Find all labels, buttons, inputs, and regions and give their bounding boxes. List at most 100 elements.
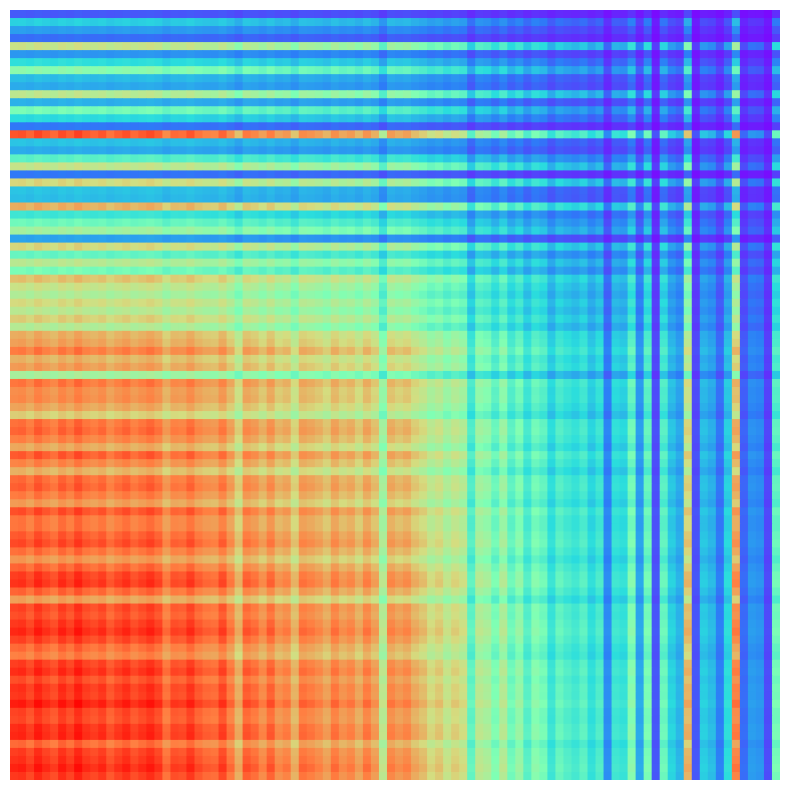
heatmap-cell [699, 186, 709, 196]
heatmap-cell [258, 362, 268, 372]
heatmap-cell [523, 338, 532, 348]
heatmap-cell [395, 154, 404, 163]
heatmap-cell [763, 218, 773, 228]
heatmap-cell [515, 18, 524, 27]
heatmap-cell [130, 266, 139, 276]
heatmap-cell [419, 50, 428, 59]
heatmap-cell [699, 106, 709, 115]
heatmap-cell [98, 354, 107, 364]
heatmap-cell [210, 26, 220, 35]
heatmap-cell [338, 250, 348, 260]
heatmap-cell [467, 218, 476, 228]
heatmap-cell [122, 138, 131, 147]
heatmap-cell [691, 226, 701, 236]
heatmap-cell [90, 258, 99, 268]
heatmap-cell [435, 98, 444, 107]
heatmap-cell [691, 346, 701, 356]
heatmap-cell [395, 242, 404, 252]
heatmap-cell [627, 74, 637, 83]
heatmap-cell [715, 411, 725, 420]
heatmap-cell [34, 403, 43, 412]
heatmap-cell [298, 58, 308, 67]
heatmap-cell [362, 378, 372, 388]
heatmap-cell [234, 218, 244, 228]
heatmap-cell [154, 306, 163, 316]
heatmap-cell [138, 194, 147, 204]
heatmap-cell [739, 82, 749, 91]
heatmap-cell [346, 162, 356, 172]
heatmap-cell [314, 290, 324, 300]
heatmap-cell [683, 354, 693, 364]
heatmap-cell [58, 210, 67, 220]
heatmap-cell [563, 170, 573, 180]
heatmap-cell [427, 322, 436, 332]
heatmap-cell [194, 370, 204, 380]
heatmap-cell [403, 403, 412, 412]
heatmap-cell [330, 346, 340, 356]
heatmap-cell [491, 330, 500, 340]
heatmap-cell [210, 258, 220, 268]
heatmap-cell [747, 330, 757, 340]
heatmap-cell [218, 274, 228, 284]
heatmap-cell [282, 122, 292, 131]
heatmap-cell [411, 378, 420, 388]
heatmap-cell [234, 386, 244, 396]
heatmap-cell [42, 362, 51, 372]
heatmap-cell [114, 114, 123, 123]
heatmap-cell [170, 122, 180, 131]
heatmap-cell [170, 403, 180, 412]
heatmap-cell [306, 403, 316, 412]
heatmap-cell [370, 338, 380, 348]
heatmap-cell [58, 218, 67, 228]
heatmap-cell [411, 386, 420, 396]
heatmap-cell [266, 90, 276, 99]
heatmap-cell [491, 346, 500, 356]
heatmap-cell [178, 234, 188, 244]
heatmap-cell [74, 58, 83, 67]
heatmap-cell [699, 178, 709, 188]
heatmap-cell [386, 210, 396, 220]
heatmap-cell [218, 42, 228, 51]
heatmap-cell [234, 106, 244, 115]
heatmap-cell [306, 378, 316, 388]
heatmap-cell [170, 298, 180, 308]
heatmap-cell [691, 322, 701, 332]
heatmap-cell [699, 226, 709, 236]
heatmap-cell [667, 419, 677, 428]
heatmap-cell [667, 42, 677, 51]
heatmap-cell [643, 226, 653, 236]
heatmap-cell [731, 98, 741, 107]
heatmap-cell [218, 146, 228, 155]
heatmap-cell [234, 74, 244, 83]
heatmap-cell [579, 298, 589, 308]
heatmap-cell [338, 90, 348, 99]
heatmap-cell [82, 146, 91, 155]
heatmap-cell [122, 82, 131, 91]
heatmap-cell [467, 202, 476, 212]
heatmap-cell [507, 202, 516, 212]
heatmap-cell [66, 290, 75, 300]
heatmap-cell [651, 50, 661, 59]
heatmap-cell [699, 146, 709, 155]
heatmap-cell [154, 138, 163, 147]
heatmap-cell [210, 290, 220, 300]
heatmap-cell [411, 274, 420, 284]
heatmap-cell [643, 66, 653, 75]
heatmap-cell [611, 298, 621, 308]
heatmap-cell [659, 202, 669, 212]
heatmap-cell [306, 114, 316, 123]
heatmap-cell [314, 114, 324, 123]
heatmap-cell [483, 330, 492, 340]
heatmap-cell [138, 411, 147, 420]
heatmap-cell [122, 154, 131, 163]
heatmap-cell [771, 194, 780, 204]
heatmap-cell [138, 330, 147, 340]
heatmap-cell [146, 154, 155, 163]
heatmap-cell [523, 42, 532, 51]
heatmap-cell [154, 411, 163, 420]
heatmap-cell [419, 10, 428, 19]
heatmap-cell [419, 298, 428, 308]
heatmap-cell [675, 234, 685, 244]
heatmap-cell [42, 74, 51, 83]
heatmap-cell [250, 242, 260, 252]
